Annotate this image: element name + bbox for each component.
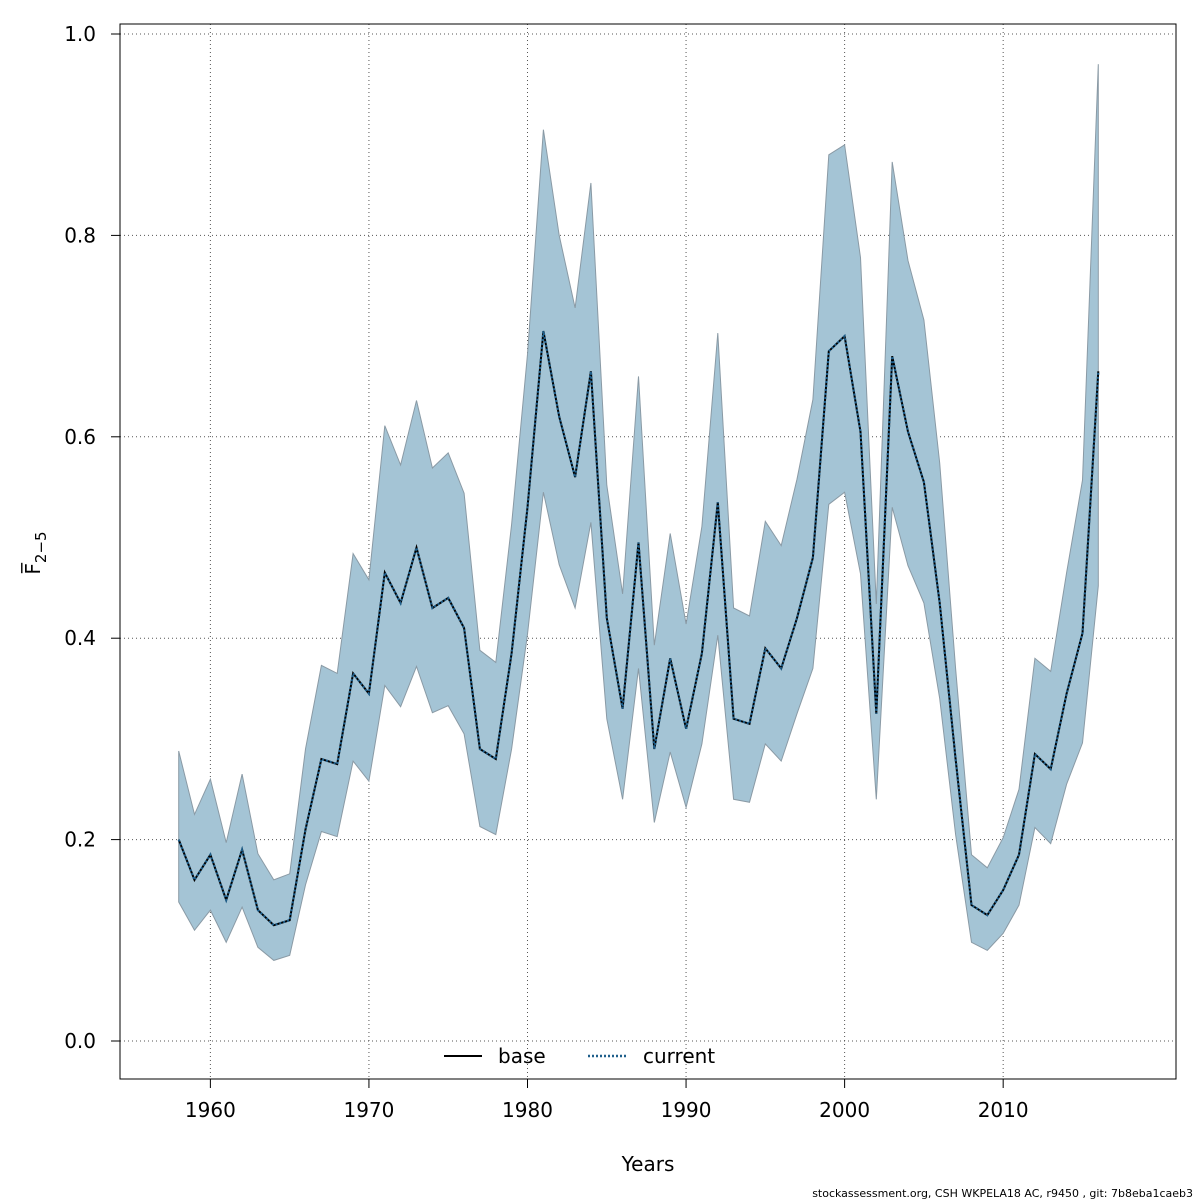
y-axis: 0.0 0.2 0.4 0.6 0.8 1.0 [64,22,120,1053]
data-point [178,839,180,841]
y-axis-title-main: F̅ [20,562,45,575]
data-point [606,617,608,619]
y-tick-label: 0.8 [64,223,96,247]
legend: base current [444,1044,715,1068]
x-tick-label: 1960 [185,1098,236,1122]
data-point [1066,693,1068,695]
data-point [780,667,782,669]
data-point [844,335,846,337]
data-point [812,557,814,559]
data-point [685,728,687,730]
y-axis-title: F̅2−5 [20,531,50,574]
data-point [717,501,719,503]
data-point [511,652,513,654]
footnote: stockassessment.org, CSH WKPELA18 AC, r9… [812,1187,1193,1200]
data-point [527,506,529,508]
data-point [241,849,243,851]
data-point [590,370,592,372]
data-point [1082,632,1084,634]
y-tick-label: 1.0 [64,22,96,46]
data-point [400,602,402,604]
data-point [860,431,862,433]
y-tick-label: 0.0 [64,1029,96,1053]
data-point [907,431,909,433]
data-point [986,914,988,916]
x-tick-label: 2010 [978,1098,1029,1122]
data-point [352,672,354,674]
data-point [384,572,386,574]
data-point [479,748,481,750]
data-point [257,909,259,911]
data-point [416,547,418,549]
data-point [368,693,370,695]
data-point [336,763,338,765]
data-point [923,481,925,483]
data-point [653,748,655,750]
data-point [431,607,433,609]
data-point [622,708,624,710]
data-point [289,919,291,921]
y-axis-title-subscript: 2−5 [32,531,50,563]
data-point [971,904,973,906]
data-point [764,647,766,649]
y-tick-label: 0.6 [64,425,96,449]
data-point [1002,889,1004,891]
series-line-layer [177,330,1100,927]
data-point [955,758,957,760]
data-point [701,652,703,654]
data-point [447,597,449,599]
data-point [574,476,576,478]
data-point [1097,370,1099,372]
data-point [1018,854,1020,856]
confidence-band-layer [178,64,1099,961]
data-point [749,723,751,725]
data-point [1034,753,1036,755]
data-point [320,758,322,760]
data-point [558,416,560,418]
legend-label-base: base [498,1044,546,1068]
data-point [273,924,275,926]
plot-frame [119,23,1177,1080]
x-axis-title: Years [621,1152,675,1176]
data-point [225,899,227,901]
data-point [796,617,798,619]
data-point [638,542,640,544]
legend-label-current: current [643,1044,715,1068]
x-tick-label: 1970 [343,1098,394,1122]
data-point [542,330,544,332]
data-point [495,758,497,760]
data-point [194,879,196,881]
x-tick-label: 1990 [661,1098,712,1122]
y-tick-label: 0.4 [64,626,96,650]
data-point [463,627,465,629]
x-tick-label: 1980 [502,1098,553,1122]
x-tick-label: 2000 [819,1098,870,1122]
y-tick-label: 0.2 [64,828,96,852]
data-point [305,829,307,831]
data-point [1050,768,1052,770]
x-axis: 1960 1970 1980 1990 2000 2010 [185,1079,1029,1122]
data-point [875,713,877,715]
data-point [891,355,893,357]
data-point [669,657,671,659]
series-line-current [177,330,1100,927]
confidence-band [178,64,1099,961]
data-point [733,718,735,720]
data-point [828,350,830,352]
data-point [209,854,211,856]
data-point [939,602,941,604]
